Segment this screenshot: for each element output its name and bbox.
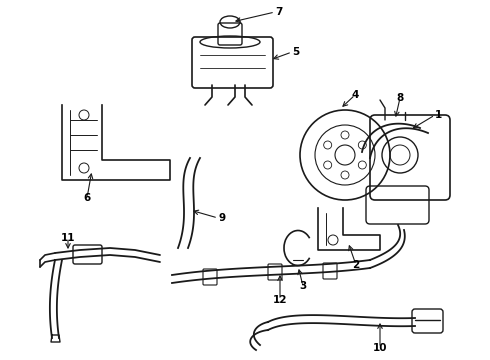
Text: 4: 4 bbox=[351, 90, 359, 100]
Text: 10: 10 bbox=[373, 343, 387, 353]
Text: 3: 3 bbox=[299, 281, 307, 291]
Text: 11: 11 bbox=[61, 233, 75, 243]
Text: 9: 9 bbox=[218, 213, 225, 223]
Text: 12: 12 bbox=[273, 295, 287, 305]
Text: 1: 1 bbox=[435, 110, 442, 120]
Text: 6: 6 bbox=[83, 193, 91, 203]
Text: 8: 8 bbox=[396, 93, 404, 103]
Text: 5: 5 bbox=[292, 47, 299, 57]
Text: 7: 7 bbox=[275, 7, 282, 17]
Text: 2: 2 bbox=[352, 260, 360, 270]
